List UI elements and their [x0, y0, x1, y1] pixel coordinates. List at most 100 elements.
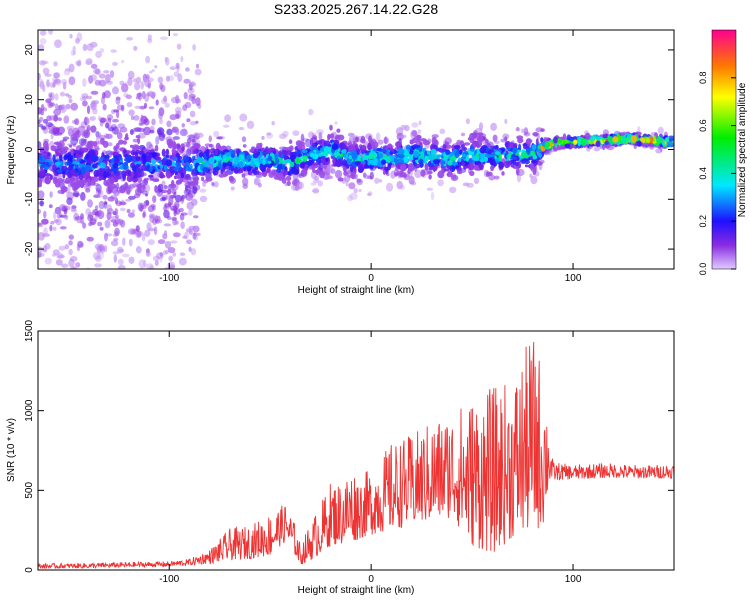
heatmap-point — [504, 118, 508, 125]
heatmap-point — [213, 181, 219, 188]
heatmap-point — [39, 38, 47, 45]
heatmap-point — [412, 150, 420, 158]
heatmap-point — [199, 195, 208, 203]
heatmap-point — [59, 154, 63, 162]
heatmap-point — [317, 153, 324, 157]
heatmap-point — [129, 144, 134, 148]
heatmap-point — [169, 240, 178, 244]
heatmap-point — [150, 204, 156, 208]
heatmap-point — [113, 254, 118, 263]
heatmap-point — [382, 170, 386, 175]
heatmap-point — [42, 152, 48, 156]
heatmap-point — [172, 157, 179, 162]
heatmap-point — [52, 249, 60, 256]
heatmap-point — [184, 173, 191, 179]
heatmap-point — [110, 240, 119, 247]
colorbar-tick-label: 0.8 — [698, 72, 708, 85]
heatmap-point — [162, 233, 168, 240]
heatmap-point — [152, 195, 157, 203]
bottom-y-axis: 0 500 1000 1500 — [24, 319, 674, 573]
heatmap-point — [463, 142, 471, 146]
heatmap-point — [54, 39, 62, 48]
heatmap-point — [127, 195, 136, 200]
heatmap-point — [408, 164, 415, 172]
heatmap-point — [385, 182, 394, 192]
heatmap-point — [135, 76, 142, 84]
heatmap-point — [238, 161, 244, 168]
colorbar-tick-label: 0.6 — [698, 119, 708, 132]
heatmap-point — [38, 252, 45, 257]
heatmap-point — [163, 223, 172, 227]
heatmap-point — [113, 155, 119, 159]
heatmap-point — [295, 140, 303, 147]
heatmap-point — [487, 153, 493, 158]
heatmap-point — [112, 251, 119, 255]
y-tick-label: 0 — [24, 567, 35, 573]
heatmap-point — [63, 115, 70, 124]
heatmap-point — [49, 102, 55, 107]
heatmap-point — [196, 13, 199, 19]
heatmap-point — [443, 168, 450, 172]
heatmap-point — [54, 93, 59, 101]
heatmap-point — [359, 145, 367, 152]
heatmap-point — [173, 191, 177, 197]
heatmap-point — [166, 128, 173, 136]
heatmap-point — [245, 154, 252, 160]
heatmap-point — [529, 162, 535, 171]
heatmap-point — [191, 96, 196, 105]
heatmap-point — [152, 218, 158, 225]
heatmap-point — [111, 126, 120, 135]
heatmap-point — [112, 118, 119, 123]
heatmap-point — [325, 175, 334, 180]
heatmap-point — [290, 155, 294, 162]
heatmap-point — [428, 152, 435, 161]
heatmap-point — [149, 70, 153, 74]
heatmap-point — [145, 193, 148, 197]
heatmap-point — [510, 156, 517, 160]
heatmap-point — [139, 204, 144, 213]
heatmap-point — [244, 159, 249, 163]
heatmap-point — [141, 90, 146, 100]
heatmap-point — [70, 207, 77, 212]
heatmap-point — [258, 159, 263, 165]
heatmap-point — [171, 169, 175, 173]
heatmap-point — [80, 140, 85, 147]
heatmap-point — [68, 98, 73, 104]
heatmap-point — [65, 177, 71, 184]
heatmap-point — [45, 122, 53, 128]
heatmap-point — [194, 68, 202, 76]
heatmap-point — [53, 72, 60, 79]
heatmap-point — [176, 142, 181, 151]
heatmap-point — [145, 263, 154, 269]
heatmap-point — [130, 171, 135, 177]
y-tick-label: -10 — [24, 192, 35, 207]
heatmap-point — [67, 128, 74, 137]
heatmap-point — [74, 118, 80, 126]
heatmap-point — [351, 149, 358, 158]
heatmap-point — [354, 160, 360, 166]
heatmap-point — [109, 70, 115, 78]
heatmap-point — [434, 164, 438, 171]
heatmap-point — [186, 239, 192, 245]
heatmap-point — [157, 239, 166, 245]
heatmap-point — [102, 140, 109, 148]
heatmap-point — [248, 170, 253, 175]
heatmap-point — [369, 159, 376, 166]
heatmap-point — [404, 148, 409, 157]
heatmap-point — [38, 78, 44, 87]
heatmap-point — [403, 174, 407, 178]
heatmap-point — [173, 209, 177, 217]
heatmap-point — [190, 183, 197, 187]
heatmap-point — [125, 279, 130, 282]
heatmap-point — [128, 256, 135, 264]
heatmap-point — [504, 136, 508, 142]
heatmap-point — [135, 225, 140, 232]
heatmap-point — [147, 38, 153, 44]
heatmap-point — [103, 90, 111, 99]
heatmap-point — [121, 83, 129, 93]
heatmap-point — [106, 211, 112, 221]
heatmap-point — [177, 73, 183, 82]
heatmap-point — [152, 178, 160, 183]
heatmap-point — [382, 145, 387, 150]
heatmap-point — [49, 92, 55, 101]
